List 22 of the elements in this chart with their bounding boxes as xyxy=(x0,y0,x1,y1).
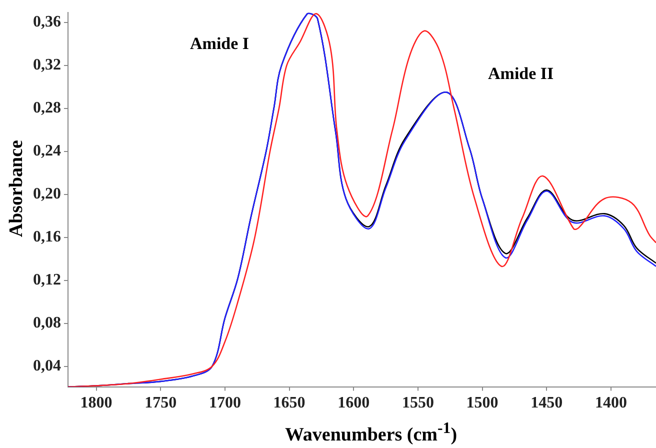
x-tick-label: 1500 xyxy=(466,394,498,412)
annotation: Amide II xyxy=(488,64,554,84)
y-tick-label: 0,12 xyxy=(33,271,61,288)
y-tick-label: 0,20 xyxy=(33,185,61,202)
x-tick-label: 1400 xyxy=(594,394,627,412)
y-tick-label: 0,36 xyxy=(33,13,61,30)
y-tick-label: 0,16 xyxy=(33,228,61,246)
x-tick-label: 1550 xyxy=(402,394,434,412)
x-axis-title: Wavenumbers (cm$^{-1}$) xyxy=(284,420,458,446)
y-tick-label: 0,32 xyxy=(33,56,61,74)
y-tick-label: 0,28 xyxy=(33,99,61,116)
y-tick-label: 0,04 xyxy=(33,358,61,375)
x-tick-label: 1600 xyxy=(338,394,370,412)
y-axis-title: Absorbance xyxy=(6,140,28,238)
x-tick-label: 1700 xyxy=(208,394,241,412)
x-tick-label: 1750 xyxy=(144,394,177,412)
y-tick-label: 0,08 xyxy=(33,314,61,332)
annotation: Amide I xyxy=(190,34,250,54)
x-tick-label: 1450 xyxy=(530,394,563,412)
x-tick-label: 1650 xyxy=(273,394,306,412)
x-tick-label: 1800 xyxy=(80,394,112,412)
y-tick-label: 0,24 xyxy=(33,142,61,160)
